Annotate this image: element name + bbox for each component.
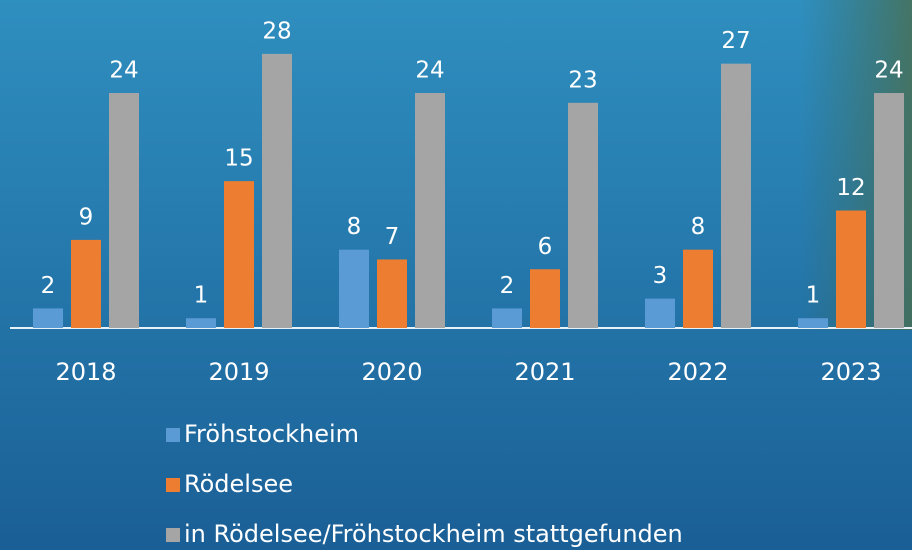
bar xyxy=(492,308,522,328)
data-label: 28 xyxy=(262,18,291,44)
bar xyxy=(874,93,904,328)
bar xyxy=(530,269,560,328)
x-tick-label: 2023 xyxy=(820,358,881,386)
data-label: 1 xyxy=(806,283,821,309)
bar xyxy=(377,259,407,328)
data-label: 9 xyxy=(79,204,94,230)
bar xyxy=(262,54,292,328)
bar xyxy=(109,93,139,328)
legend-label: in Rödelsee/Fröhstockheim stattgefunden xyxy=(184,520,683,548)
legend-swatch xyxy=(166,428,180,442)
data-label: 2 xyxy=(500,273,515,299)
bar xyxy=(71,240,101,328)
x-tick-label: 2022 xyxy=(667,358,728,386)
data-label: 3 xyxy=(653,263,668,289)
data-label: 12 xyxy=(836,175,865,201)
bar xyxy=(798,318,828,328)
bar xyxy=(33,308,63,328)
data-label: 6 xyxy=(538,234,553,260)
bar xyxy=(683,250,713,328)
data-label: 24 xyxy=(109,58,138,84)
bar xyxy=(339,250,369,328)
page: 2018292420191152820208724202126232022382… xyxy=(0,0,912,550)
bar xyxy=(224,181,254,328)
legend-swatch xyxy=(166,528,180,542)
bar xyxy=(721,64,751,328)
data-label: 1 xyxy=(194,283,209,309)
bar xyxy=(645,299,675,328)
x-tick-label: 2018 xyxy=(55,358,116,386)
data-label: 15 xyxy=(224,146,253,172)
bar xyxy=(415,93,445,328)
data-label: 7 xyxy=(385,224,400,250)
data-label: 27 xyxy=(721,28,750,54)
data-label: 24 xyxy=(874,58,903,84)
bar xyxy=(836,211,866,328)
legend-swatch xyxy=(166,478,180,492)
data-label: 23 xyxy=(568,67,597,93)
data-label: 8 xyxy=(347,214,362,240)
data-label: 2 xyxy=(41,273,56,299)
bar xyxy=(186,318,216,328)
chart: 2018292420191152820208724202126232022382… xyxy=(0,0,912,550)
x-tick-label: 2021 xyxy=(514,358,575,386)
data-label: 24 xyxy=(415,58,444,84)
x-tick-label: 2020 xyxy=(361,358,422,386)
legend-label: Fröhstockheim xyxy=(184,420,359,448)
data-label: 8 xyxy=(691,214,706,240)
x-tick-label: 2019 xyxy=(208,358,269,386)
bar xyxy=(568,103,598,328)
legend-label: Rödelsee xyxy=(184,470,293,498)
